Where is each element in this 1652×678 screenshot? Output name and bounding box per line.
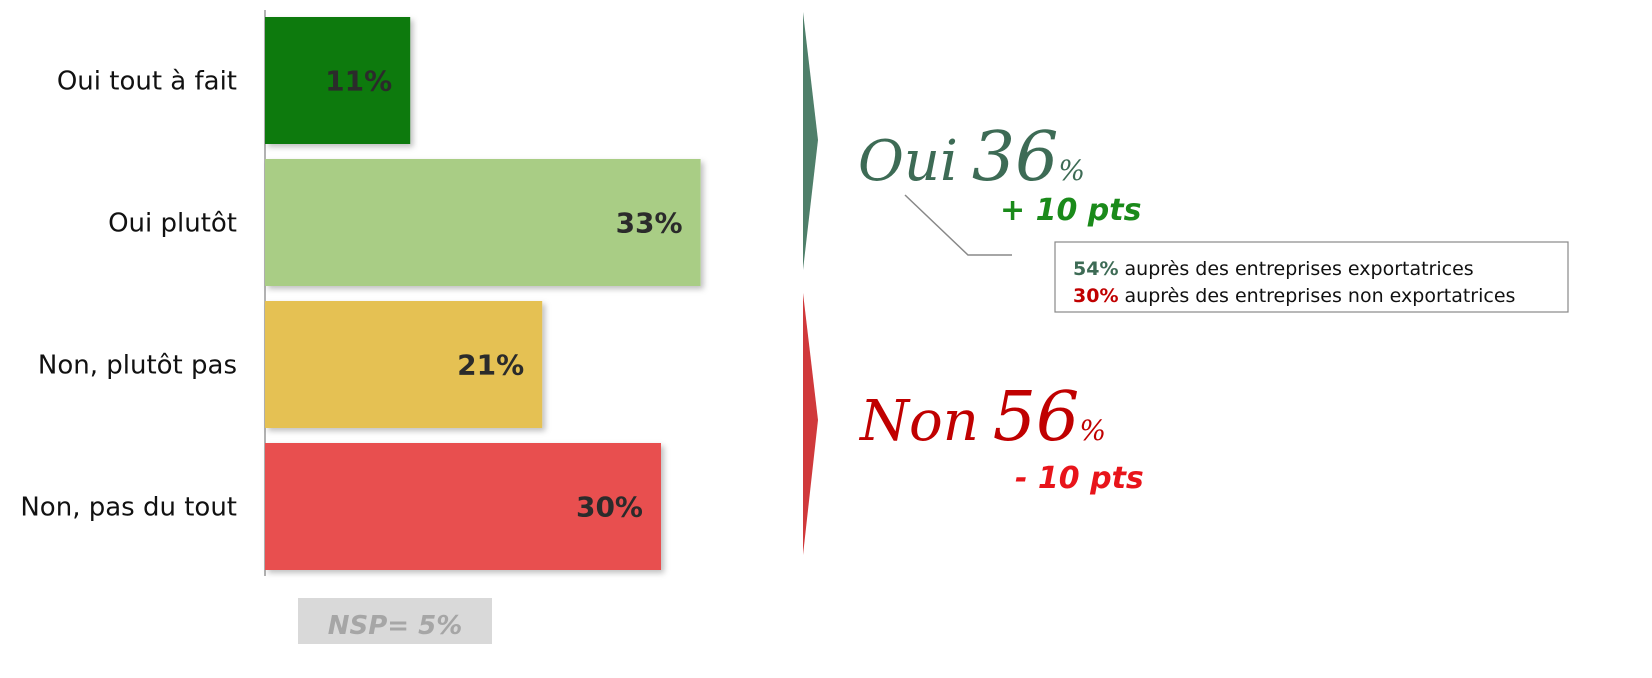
detail-line: 54% auprès des entreprises exportatrices [1073, 258, 1474, 280]
bar [265, 443, 661, 570]
bracket-non [803, 293, 818, 555]
oui-total: Oui 36% [858, 118, 1085, 197]
nsp-label: NSP= 5% [328, 611, 463, 641]
bar [265, 17, 411, 144]
category-label: Non, plutôt pas [38, 351, 237, 381]
detail-box [1054, 241, 1569, 313]
non-total: Non 56% [858, 378, 1106, 457]
bar [265, 301, 543, 428]
bracket-oui [803, 12, 818, 270]
category-label: Oui tout à fait [57, 67, 237, 97]
value-label: 33% [616, 207, 683, 240]
value-label: 21% [457, 349, 524, 382]
oui-change: + 10 pts [1000, 193, 1141, 228]
category-label: Oui plutôt [108, 209, 237, 239]
value-label: 11% [325, 65, 392, 98]
bar [265, 159, 701, 286]
detail-line: 30% auprès des entreprises non exportatr… [1073, 285, 1515, 307]
nsp-box [298, 598, 492, 644]
non-change: - 10 pts [1015, 461, 1144, 496]
value-label: 30% [576, 491, 643, 524]
connector [904, 194, 1012, 256]
category-label: Non, pas du tout [20, 493, 237, 523]
